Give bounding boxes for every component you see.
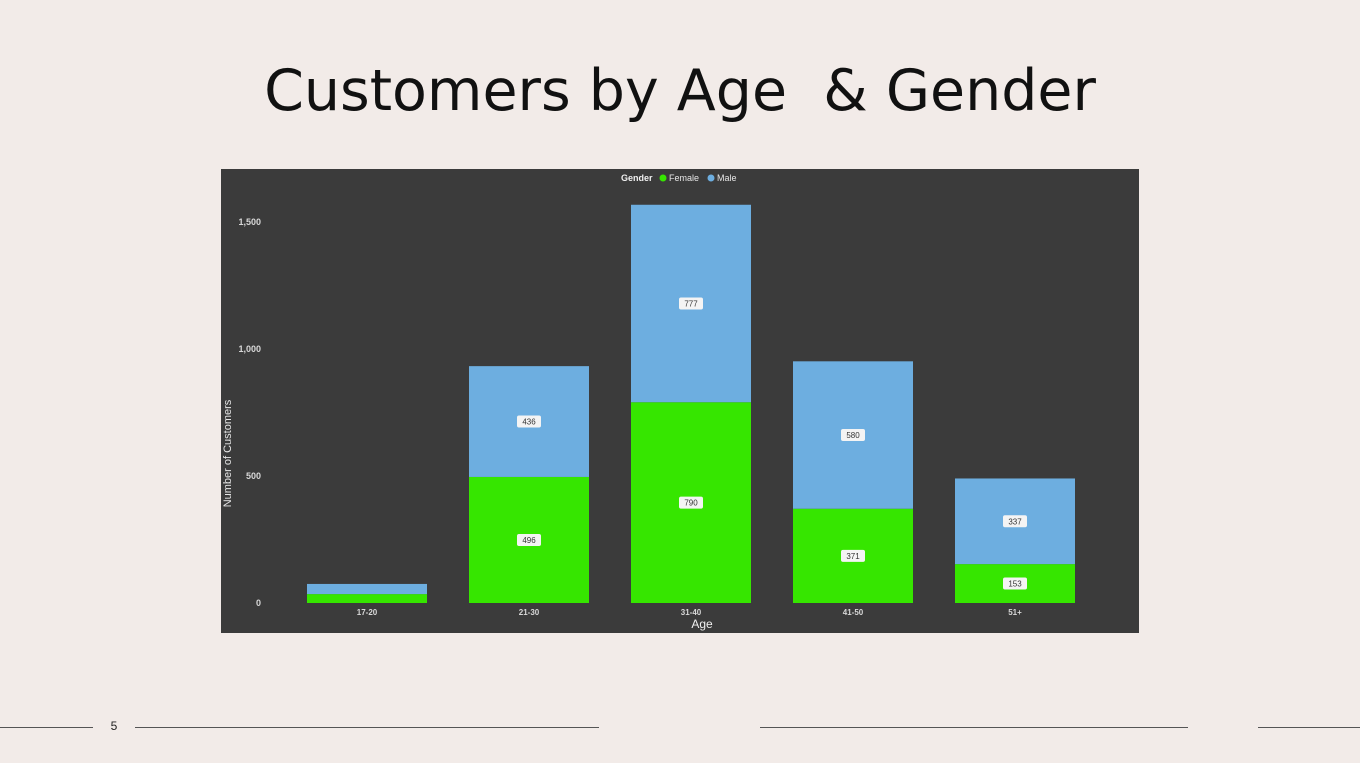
x-axis-label: Age: [691, 617, 713, 631]
data-label: 777: [684, 299, 698, 308]
data-label: 790: [684, 499, 698, 508]
data-label: 371: [846, 552, 860, 561]
data-label: 436: [522, 418, 536, 427]
footer-rule-middle: [135, 727, 599, 728]
x-tick-label: 41-50: [843, 608, 864, 617]
legend-marker-male: [707, 174, 715, 182]
bar-male-17-20: [307, 583, 427, 595]
data-label-box: [679, 297, 703, 310]
data-label-box: [679, 496, 703, 509]
data-label: 337: [1008, 517, 1022, 526]
legend-marker-female: [659, 174, 667, 182]
legend-label-male: Male: [717, 173, 737, 183]
data-label-box: [841, 549, 865, 562]
x-tick-label: 17-20: [357, 608, 378, 617]
chart-panel: 0 500 1,000 1,500 Number of Customers 17-20 49…: [221, 169, 1139, 633]
stacked-bar-chart: 0 500 1,000 1,500 Number of Customers 17-20 49…: [222, 173, 1075, 631]
slide-title: Customers by Age & Gender: [264, 58, 1096, 124]
y-tick-label: 1,000: [238, 344, 261, 354]
legend-label-female: Female: [669, 173, 699, 183]
data-label: 496: [522, 536, 536, 545]
data-label-box: [517, 415, 541, 428]
data-label-box: [1003, 515, 1027, 528]
x-tick-label: 31-40: [681, 608, 702, 617]
bar-female-17-20: [307, 594, 427, 603]
page-number: 5: [110, 719, 118, 733]
data-label: 580: [846, 431, 860, 440]
y-axis-label: Number of Customers: [222, 399, 234, 507]
y-tick-label: 0: [256, 598, 261, 608]
y-tick-label: 1,500: [238, 217, 261, 227]
data-label-box: [841, 429, 865, 442]
y-tick-label: 500: [246, 471, 261, 481]
footer-rule-far-right: [1258, 727, 1360, 728]
footer-rule-left: [0, 727, 93, 728]
x-tick-label: 51+: [1008, 608, 1022, 617]
legend-title: Gender: [621, 173, 653, 183]
data-label-box: [517, 533, 541, 546]
data-label-box: [1003, 577, 1027, 590]
footer-rule-right: [760, 727, 1188, 728]
data-label: 153: [1008, 580, 1022, 589]
x-tick-label: 21-30: [519, 608, 540, 617]
